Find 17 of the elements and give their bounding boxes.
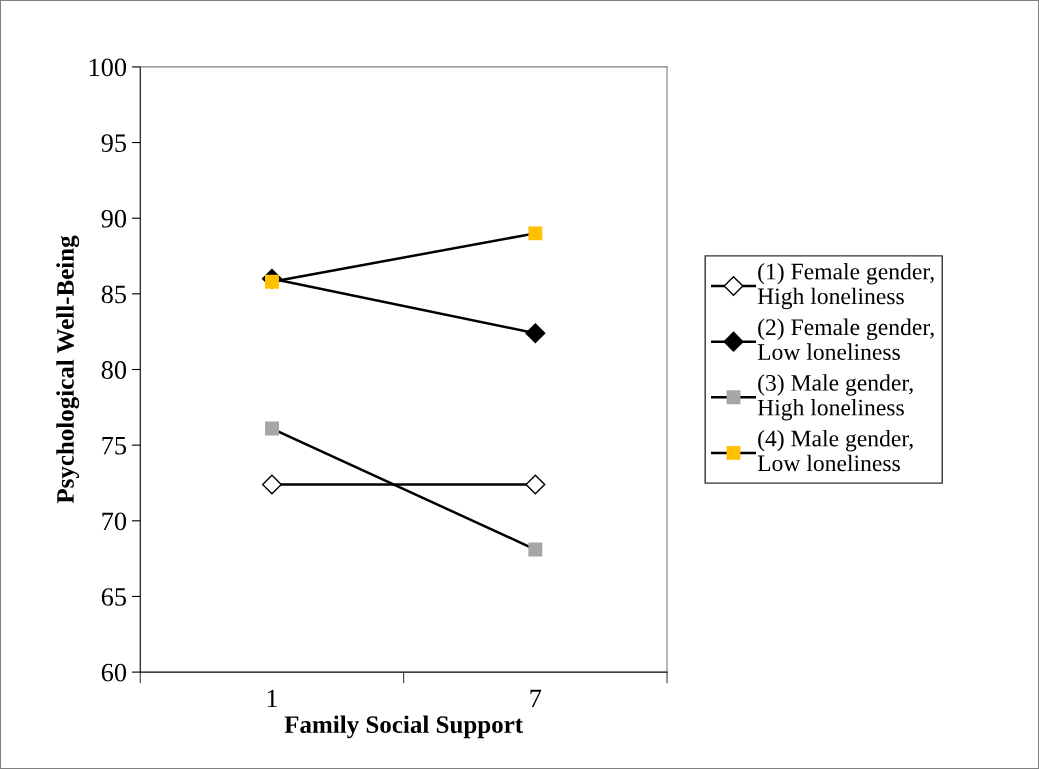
y-tick-label: 75 — [102, 437, 127, 455]
x-tick-label: 1 — [267, 689, 277, 708]
legend-label: (2) Female gender, Low loneliness — [757, 318, 934, 360]
legend-label: (3) Male gender, High loneliness — [757, 374, 913, 421]
legend-label: (4) Male gender, Low loneliness — [757, 429, 913, 472]
y-tick-label: 85 — [101, 285, 127, 304]
y-tick-label: 95 — [101, 134, 127, 152]
y-tick-label: 100 — [89, 58, 127, 77]
y-tick-label: 70 — [102, 512, 127, 531]
y-tick-label: 80 — [101, 361, 127, 379]
x-tick-label: 7 — [530, 689, 542, 708]
x-axis-title: Family Social Support — [284, 715, 523, 739]
y-tick-label: 60 — [101, 663, 127, 682]
y-axis-title: Psychological Well-Being — [56, 235, 80, 504]
y-tick-label: 65 — [101, 588, 127, 606]
y-tick-label: 90 — [101, 209, 127, 228]
legend-label: (1) Female gender, High loneliness — [757, 262, 934, 310]
